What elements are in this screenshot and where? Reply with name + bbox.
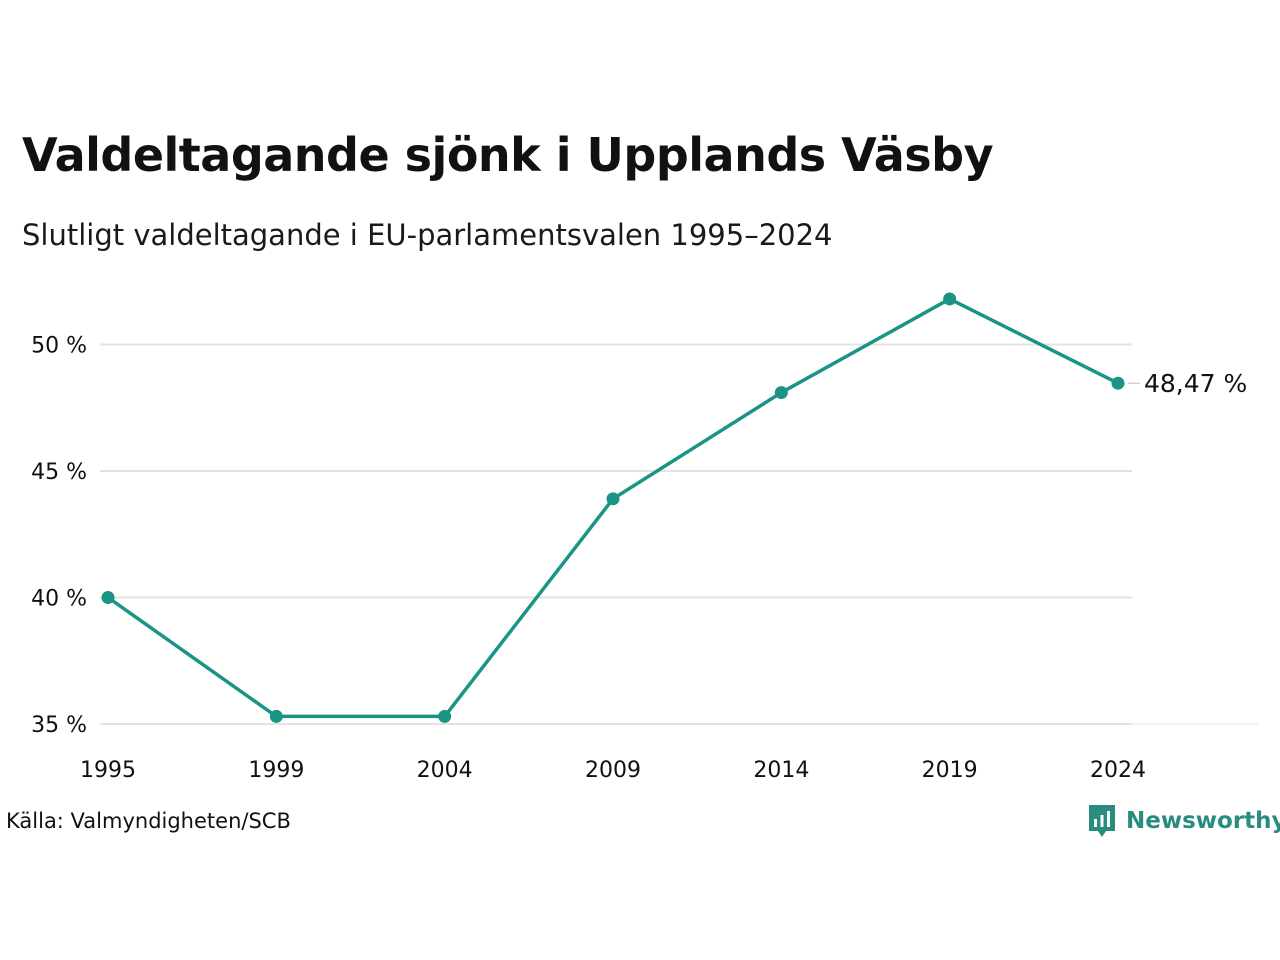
x-tick-label: 1999 xyxy=(248,758,304,783)
y-tick-label: 35 % xyxy=(31,713,87,738)
x-axis-labels: 1995 1999 2004 2009 2014 2019 2024 xyxy=(80,758,1146,783)
x-tick-label: 2024 xyxy=(1090,758,1146,783)
source-note: Källa: Valmyndigheten/SCB xyxy=(6,809,291,833)
x-tick-label: 1995 xyxy=(80,758,136,783)
data-point xyxy=(943,292,957,306)
brand-name: Newsworthy xyxy=(1126,808,1280,834)
brand-logo: Newsworthy xyxy=(1087,803,1280,839)
gridlines xyxy=(100,343,1132,725)
data-point xyxy=(606,492,620,506)
data-point xyxy=(774,386,788,400)
data-point xyxy=(101,591,115,604)
newsworthy-logo-icon xyxy=(1089,805,1115,837)
y-tick-label: 45 % xyxy=(31,460,87,485)
series-line xyxy=(106,297,1120,719)
data-point xyxy=(438,709,452,723)
y-axis-labels: 35 % 40 % 45 % 50 % xyxy=(31,334,87,739)
data-point xyxy=(269,709,283,723)
end-value-label: 48,47 % xyxy=(1144,369,1247,398)
data-point xyxy=(1111,376,1125,390)
y-tick-label: 40 % xyxy=(31,587,87,612)
x-tick-label: 2009 xyxy=(585,758,641,783)
x-tick-label: 2019 xyxy=(922,758,978,783)
y-tick-label: 50 % xyxy=(31,334,87,359)
data-points xyxy=(101,292,1125,723)
chart-title: Valdeltagande sjönk i Upplands Väsby xyxy=(22,128,994,182)
x-tick-label: 2004 xyxy=(417,758,473,783)
x-tick-label: 2014 xyxy=(753,758,809,783)
chart-subtitle: Slutligt valdeltagande i EU-parlamentsva… xyxy=(22,218,833,252)
